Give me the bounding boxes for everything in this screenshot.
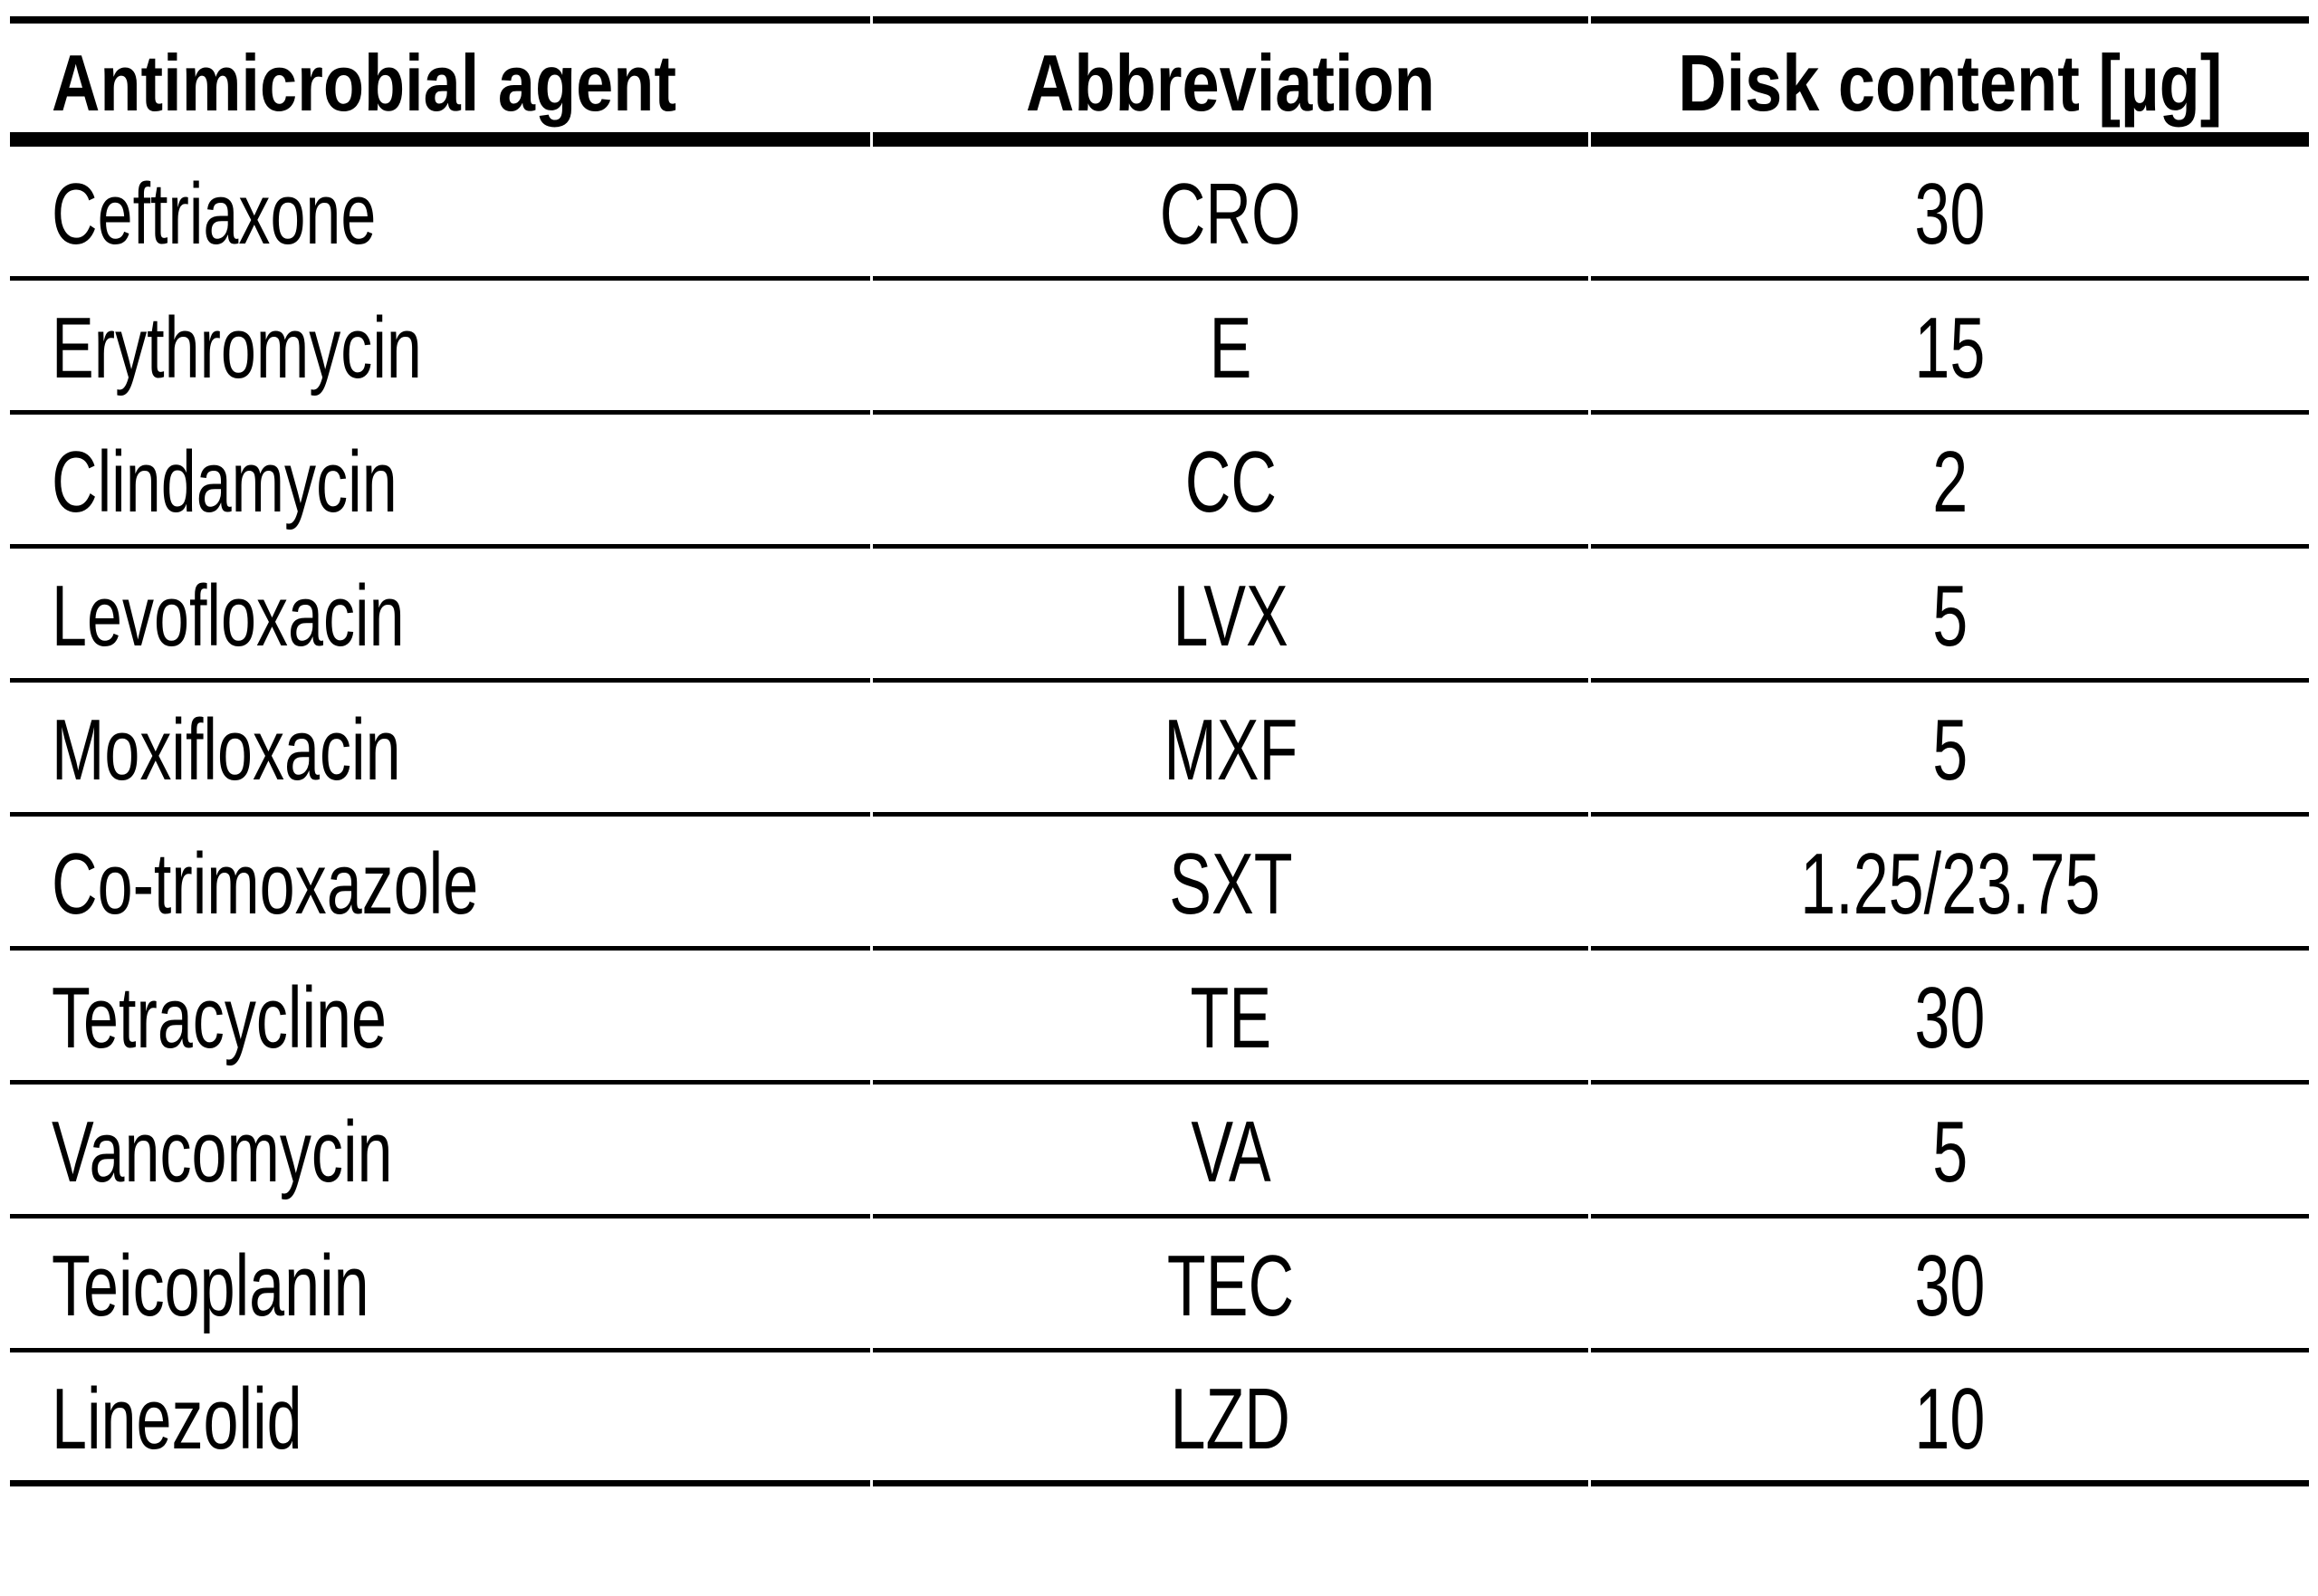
abbreviation-value: MXF: [1164, 701, 1298, 798]
abbreviation-value: LVX: [1173, 567, 1288, 664]
agent-name: Clindamycin: [52, 433, 398, 530]
abbreviation-value: CRO: [1160, 165, 1301, 263]
abbreviation-value: SXT: [1168, 835, 1293, 932]
disk-content-value: 30: [1914, 1237, 1986, 1334]
disk-content-value: 5: [1932, 701, 1968, 798]
cell-abbreviation: SXT: [873, 817, 1588, 951]
cell-agent: Erythromycin: [10, 281, 870, 415]
agent-name: Levofloxacin: [52, 567, 405, 664]
cell-disk-content: 15: [1591, 281, 2309, 415]
table-row: Vancomycin VA 5: [10, 1085, 2309, 1219]
cell-abbreviation: MXF: [873, 683, 1588, 817]
agent-name: Tetracycline: [52, 969, 388, 1066]
cell-agent: Co-trimoxazole: [10, 817, 870, 951]
cell-abbreviation: VA: [873, 1085, 1588, 1219]
cell-disk-content: 2: [1591, 415, 2309, 549]
column-header-disk-content-label: Disk content [µg]: [1677, 38, 2223, 128]
disk-content-value: 1.25/23.75: [1799, 835, 2101, 932]
disk-content-value: 15: [1914, 299, 1986, 397]
disk-content-value: 30: [1914, 969, 1986, 1066]
cell-abbreviation: LVX: [873, 549, 1588, 683]
agent-name: Co-trimoxazole: [52, 835, 479, 932]
cell-agent: Ceftriaxone: [10, 147, 870, 281]
table-row: Ceftriaxone CRO 30: [10, 147, 2309, 281]
disk-content-value: 5: [1932, 567, 1968, 664]
column-header-agent-label: Antimicrobial agent: [52, 38, 677, 128]
cell-agent: Clindamycin: [10, 415, 870, 549]
column-header-abbreviation: Abbreviation: [873, 16, 1588, 147]
agent-name: Erythromycin: [52, 299, 422, 397]
cell-abbreviation: LZD: [873, 1352, 1588, 1486]
table-row: Moxifloxacin MXF 5: [10, 683, 2309, 817]
abbreviation-value: VA: [1190, 1103, 1271, 1200]
cell-disk-content: 5: [1591, 1085, 2309, 1219]
abbreviation-value: LZD: [1170, 1370, 1291, 1467]
cell-agent: Tetracycline: [10, 951, 870, 1085]
cell-abbreviation: CRO: [873, 147, 1588, 281]
cell-agent: Vancomycin: [10, 1085, 870, 1219]
agent-name: Moxifloxacin: [52, 701, 401, 798]
agent-name: Teicoplanin: [52, 1237, 369, 1334]
cell-abbreviation: TEC: [873, 1219, 1588, 1352]
cell-agent: Levofloxacin: [10, 549, 870, 683]
cell-agent: Moxifloxacin: [10, 683, 870, 817]
table-header: Antimicrobial agent Abbreviation Disk co…: [10, 16, 2309, 147]
table-body: Ceftriaxone CRO 30 Erythromycin E 15 Cli…: [10, 147, 2309, 1486]
cell-abbreviation: TE: [873, 951, 1588, 1085]
antimicrobial-disk-table-container: Antimicrobial agent Abbreviation Disk co…: [7, 16, 2312, 1486]
header-row: Antimicrobial agent Abbreviation Disk co…: [10, 16, 2309, 147]
disk-content-value: 30: [1914, 165, 1986, 263]
abbreviation-value: CC: [1184, 433, 1277, 530]
table-row: Clindamycin CC 2: [10, 415, 2309, 549]
table-row: Levofloxacin LVX 5: [10, 549, 2309, 683]
column-header-disk-content: Disk content [µg]: [1591, 16, 2309, 147]
cell-disk-content: 5: [1591, 549, 2309, 683]
cell-disk-content: 30: [1591, 147, 2309, 281]
cell-agent: Linezolid: [10, 1352, 870, 1486]
cell-disk-content: 30: [1591, 1219, 2309, 1352]
cell-abbreviation: E: [873, 281, 1588, 415]
cell-disk-content: 5: [1591, 683, 2309, 817]
agent-name: Ceftriaxone: [52, 165, 377, 263]
disk-content-value: 5: [1932, 1103, 1968, 1200]
table-row: Erythromycin E 15: [10, 281, 2309, 415]
table-row: Teicoplanin TEC 30: [10, 1219, 2309, 1352]
table-row: Tetracycline TE 30: [10, 951, 2309, 1085]
abbreviation-value: TE: [1190, 969, 1271, 1066]
column-header-agent: Antimicrobial agent: [10, 16, 870, 147]
agent-name: Linezolid: [52, 1370, 302, 1467]
disk-content-value: 10: [1914, 1370, 1986, 1467]
cell-disk-content: 10: [1591, 1352, 2309, 1486]
cell-disk-content: 30: [1591, 951, 2309, 1085]
abbreviation-value: E: [1209, 299, 1252, 397]
table-row: Linezolid LZD 10: [10, 1352, 2309, 1486]
antimicrobial-disk-table: Antimicrobial agent Abbreviation Disk co…: [7, 16, 2312, 1486]
table-row: Co-trimoxazole SXT 1.25/23.75: [10, 817, 2309, 951]
cell-agent: Teicoplanin: [10, 1219, 870, 1352]
agent-name: Vancomycin: [52, 1103, 393, 1200]
abbreviation-value: TEC: [1166, 1237, 1295, 1334]
disk-content-value: 2: [1932, 433, 1968, 530]
column-header-abbreviation-label: Abbreviation: [1026, 38, 1435, 128]
cell-abbreviation: CC: [873, 415, 1588, 549]
cell-disk-content: 1.25/23.75: [1591, 817, 2309, 951]
